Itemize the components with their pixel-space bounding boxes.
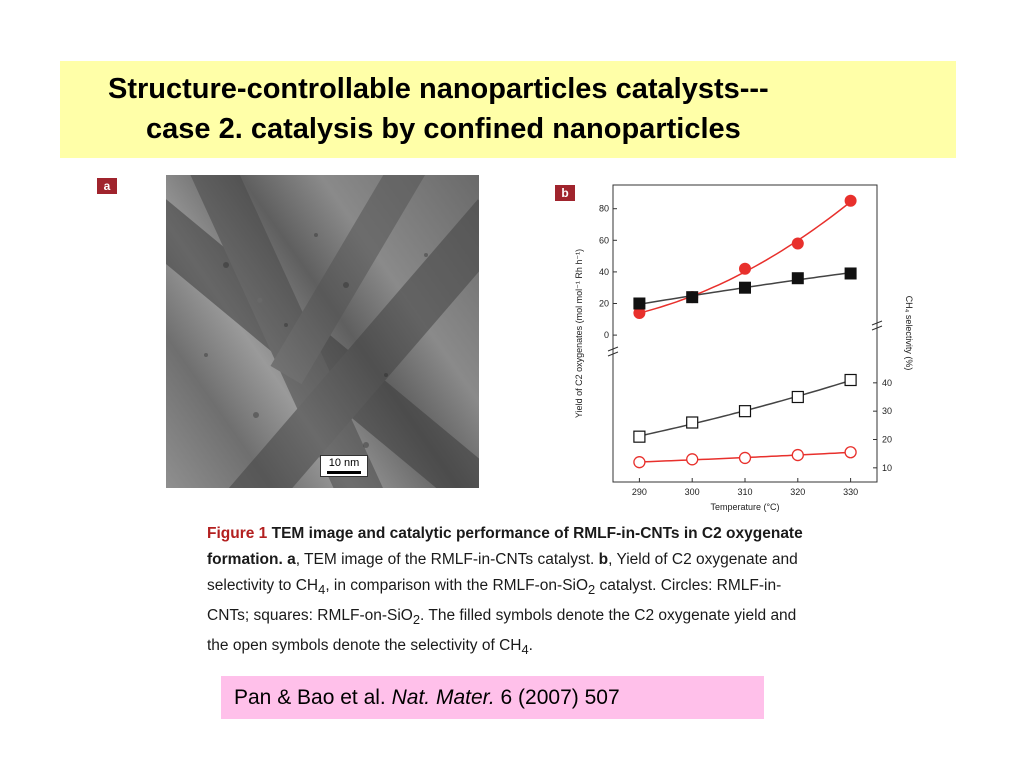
series-4-point: [844, 446, 857, 459]
right-axis-break: [871, 320, 883, 331]
y-left-tick-label: 60: [599, 235, 609, 245]
slide-title-line2: case 2. catalysis by confined nanopartic…: [146, 113, 741, 145]
caption-sub-1: 4: [318, 582, 326, 598]
y-left-tick-label: 0: [604, 330, 609, 340]
reference-journal: Nat. Mater.: [391, 686, 495, 709]
y-right-tick-label: 30: [882, 406, 892, 416]
y-left-tick-label: 40: [599, 267, 609, 277]
panel-b-label: b: [555, 185, 575, 201]
caption-b-text-5: .: [528, 637, 533, 655]
series-4-point: [738, 451, 752, 465]
plot-frame: [612, 184, 878, 483]
chart-svg: 290 300 310 320 330 0 20 40 60 80 10 20 30 40 Temperat…: [574, 184, 914, 512]
y-right-tick-label: 20: [882, 435, 892, 445]
x-tick-label: 330: [843, 487, 858, 497]
scale-bar-label: 10 nm: [328, 457, 360, 469]
caption-title: TEM image and catalytic performance of R…: [207, 525, 803, 568]
x-tick-label: 320: [790, 487, 805, 497]
series-4-point: [633, 456, 646, 469]
left-axis-break: [607, 346, 619, 357]
series-3-point: [738, 405, 752, 418]
series-3-point: [686, 416, 699, 429]
caption-b-text-1: , Yield of C2 oxygenate and selectivity …: [207, 551, 798, 594]
series-1-fit-line: [639, 201, 852, 314]
reference-box: Pan & Bao et al. Nat. Mater. 6 (2007) 50…: [221, 676, 764, 719]
x-tick-label: 310: [737, 487, 752, 497]
tem-texture: [166, 175, 479, 488]
figure-caption: Figure 1 TEM image and catalytic perform…: [207, 521, 807, 663]
y-right-axis-label: CH₄ selectivity (%): [904, 296, 914, 371]
title-box: Structure-controllable nanoparticles cat…: [60, 61, 956, 158]
y-right-tick-label: 10: [882, 463, 892, 473]
series-4-point: [686, 453, 699, 466]
series-3-point: [844, 373, 857, 387]
caption-figure-label: Figure 1: [207, 525, 268, 542]
series-1-point: [844, 194, 857, 207]
caption-b-text-3: catalyst. Circles: RMLF-in-CNTs; squares…: [207, 577, 782, 625]
series-3-point: [791, 390, 804, 404]
slide-title-line1: Structure-controllable nanoparticles cat…: [108, 73, 769, 105]
reference-details: 6 (2007) 507: [494, 686, 620, 709]
caption-a-letter: a: [287, 551, 296, 568]
series-1-point: [791, 237, 804, 250]
reference-authors: Pan & Bao et al.: [234, 686, 392, 709]
y-left-tick-label: 20: [599, 299, 609, 309]
y-left-tick-label: 80: [599, 204, 609, 214]
caption-b-text-4: . The filled symbols denote the C2 oxyge…: [207, 607, 797, 655]
y-left-axis-label: Yield of C2 oxygenates (mol mol⁻¹ Rh h⁻¹…: [574, 249, 584, 418]
series-1-point: [739, 262, 751, 275]
series-2-point: [791, 272, 804, 285]
chart-panel: 290 300 310 320 330 0 20 40 60 80 10 20 30 40 Temperat…: [568, 175, 928, 520]
y-right-tick-label: 40: [882, 378, 892, 388]
series-2-point: [633, 297, 646, 310]
caption-sub-3: 2: [412, 612, 421, 628]
series-2-point: [739, 281, 751, 294]
x-axis-label: Temperature (°C): [710, 502, 779, 512]
series-2-point: [844, 267, 857, 280]
caption-sub-4: 4: [521, 642, 529, 658]
panel-a-label: a: [97, 178, 117, 194]
scale-bar-line: [327, 471, 361, 474]
caption-a-text: , TEM image of the RMLF-in-CNTs catalyst…: [295, 551, 595, 568]
series-4-point: [791, 448, 804, 462]
caption-b-letter: b: [598, 551, 609, 568]
tem-image: 10 nm: [166, 175, 479, 488]
x-tick-label: 300: [685, 487, 700, 497]
series-2-point: [686, 291, 699, 304]
series-1-point: [633, 306, 646, 319]
x-tick-label: 290: [632, 487, 647, 497]
caption-sub-2: 2: [588, 582, 596, 598]
caption-b-text-2: , in comparison with the RMLF-on-SiO: [325, 577, 589, 594]
series-3-point: [633, 430, 646, 443]
scale-bar: 10 nm: [320, 455, 368, 477]
